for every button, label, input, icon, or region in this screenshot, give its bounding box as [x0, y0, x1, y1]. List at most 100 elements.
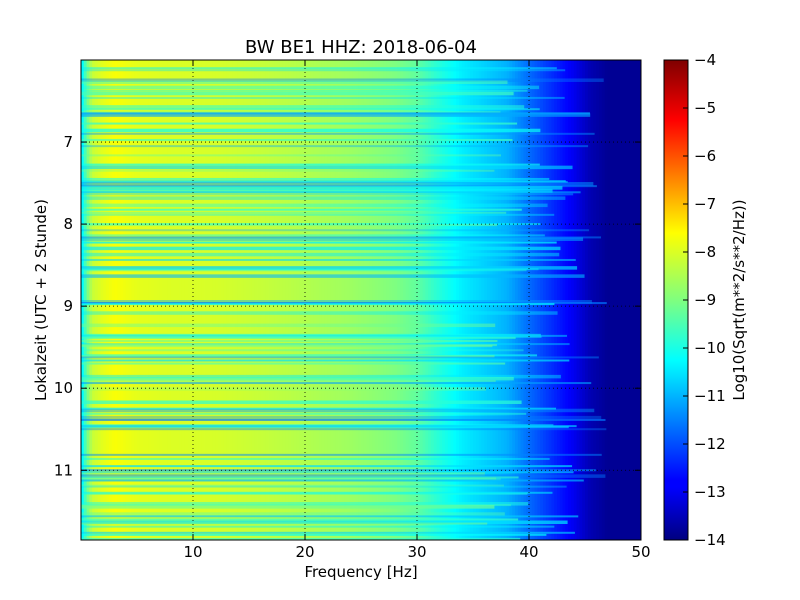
- spectrogram-band: [254, 60, 258, 540]
- spectrogram-band: [117, 60, 121, 540]
- spectrogram-band: [237, 60, 242, 540]
- spectrogram-band: [120, 60, 124, 540]
- spectrogram-band: [394, 60, 398, 540]
- time-stripe: [81, 145, 589, 148]
- spectrogram-band: [405, 60, 410, 540]
- y-tick-label: 9: [63, 297, 73, 315]
- time-stripe: [81, 335, 542, 338]
- time-stripe: [81, 128, 541, 133]
- spectrogram-band: [582, 60, 586, 540]
- spectrogram-band: [363, 60, 368, 540]
- spectrogram-band: [184, 60, 188, 540]
- spectrogram-band: [557, 60, 561, 540]
- time-stripe: [81, 457, 550, 460]
- spectrogram-band: [629, 60, 634, 540]
- time-stripe: [81, 400, 522, 405]
- spectrogram-band: [613, 60, 617, 540]
- spectrogram-band: [512, 60, 516, 540]
- spectrogram-band: [537, 60, 541, 540]
- time-stripe: [81, 343, 570, 346]
- time-stripe: [81, 96, 565, 99]
- spectrogram-band: [632, 60, 636, 540]
- spectrogram-band: [467, 60, 471, 540]
- colorbar-tick-label: −5: [694, 99, 716, 117]
- time-stripe: [81, 182, 594, 186]
- spectrogram-band: [83, 60, 88, 540]
- time-stripe: [81, 345, 493, 348]
- spectrogram-band: [139, 60, 144, 540]
- spectrogram-band: [445, 60, 449, 540]
- time-stripe: [81, 522, 488, 525]
- spectrogram-band: [492, 60, 496, 540]
- spectrogram-band: [240, 60, 244, 540]
- spectrogram-band: [277, 60, 281, 540]
- spectrogram-band: [571, 60, 575, 540]
- spectrogram-band: [162, 60, 166, 540]
- spectrogram-band: [128, 60, 132, 540]
- spectrogram-band: [554, 60, 558, 540]
- spectrogram-band: [503, 60, 508, 540]
- spectrogram-band: [610, 60, 614, 540]
- spectrogram-band: [156, 60, 160, 540]
- spectrogram-band: [389, 60, 393, 540]
- spectrogram-area: [81, 60, 641, 540]
- time-stripe: [81, 229, 590, 232]
- spectrogram-band: [573, 60, 578, 540]
- spectrogram-band: [352, 60, 356, 540]
- time-stripe: [81, 223, 541, 226]
- spectrogram-band: [361, 60, 365, 540]
- time-stripe: [81, 334, 567, 337]
- time-stripe: [81, 512, 505, 516]
- spectrogram-band: [103, 60, 107, 540]
- time-stripe: [81, 112, 590, 115]
- time-stripe: [81, 274, 585, 278]
- spectrogram-band: [159, 60, 163, 540]
- time-stripe: [81, 504, 511, 507]
- time-stripe: [81, 80, 508, 85]
- spectrogram-band: [520, 60, 524, 540]
- spectrogram-band: [319, 60, 323, 540]
- spectrogram-band: [411, 60, 415, 540]
- spectrogram-time-stripes: [81, 67, 607, 540]
- time-stripe: [81, 85, 540, 90]
- spectrogram-band: [372, 60, 376, 540]
- spectrogram-band: [523, 60, 527, 540]
- time-stripe: [81, 474, 606, 478]
- time-stripe: [81, 122, 518, 125]
- spectrogram-band: [167, 60, 172, 540]
- time-stripe: [81, 111, 501, 114]
- time-stripe: [81, 323, 496, 328]
- time-stripe: [81, 412, 527, 415]
- spectrogram-band: [123, 60, 127, 540]
- spectrogram-band: [268, 60, 272, 540]
- time-stripe: [81, 478, 501, 481]
- colorbar-tick-label: −7: [694, 195, 716, 213]
- time-stripe: [81, 208, 522, 211]
- x-tick-label: 20: [295, 543, 314, 561]
- spectrogram-band: [590, 60, 594, 540]
- spectrogram-band: [478, 60, 482, 540]
- time-stripe: [81, 374, 561, 379]
- spectrogram-band: [624, 60, 628, 540]
- time-stripe: [81, 193, 574, 196]
- spectrogram-band: [565, 60, 569, 540]
- spectrogram-band: [344, 60, 348, 540]
- spectrogram-band: [509, 60, 513, 540]
- spectrogram-band: [263, 60, 267, 540]
- spectrogram-band: [131, 60, 135, 540]
- spectrogram-band: [627, 60, 631, 540]
- spectrogram-band: [257, 60, 261, 540]
- spectrogram-band: [338, 60, 342, 540]
- spectrogram-band: [529, 60, 533, 540]
- spectrogram-band: [251, 60, 256, 540]
- time-stripe: [81, 234, 545, 237]
- time-stripe: [81, 515, 579, 518]
- spectrogram-band: [419, 60, 424, 540]
- spectrogram-band: [201, 60, 205, 540]
- spectrogram-band: [548, 60, 552, 540]
- time-stripe: [81, 336, 516, 339]
- colorbar-tick-label: −9: [694, 291, 716, 309]
- spectrogram-band: [229, 60, 233, 540]
- spectrogram-band: [375, 60, 379, 540]
- time-stripe: [81, 169, 495, 172]
